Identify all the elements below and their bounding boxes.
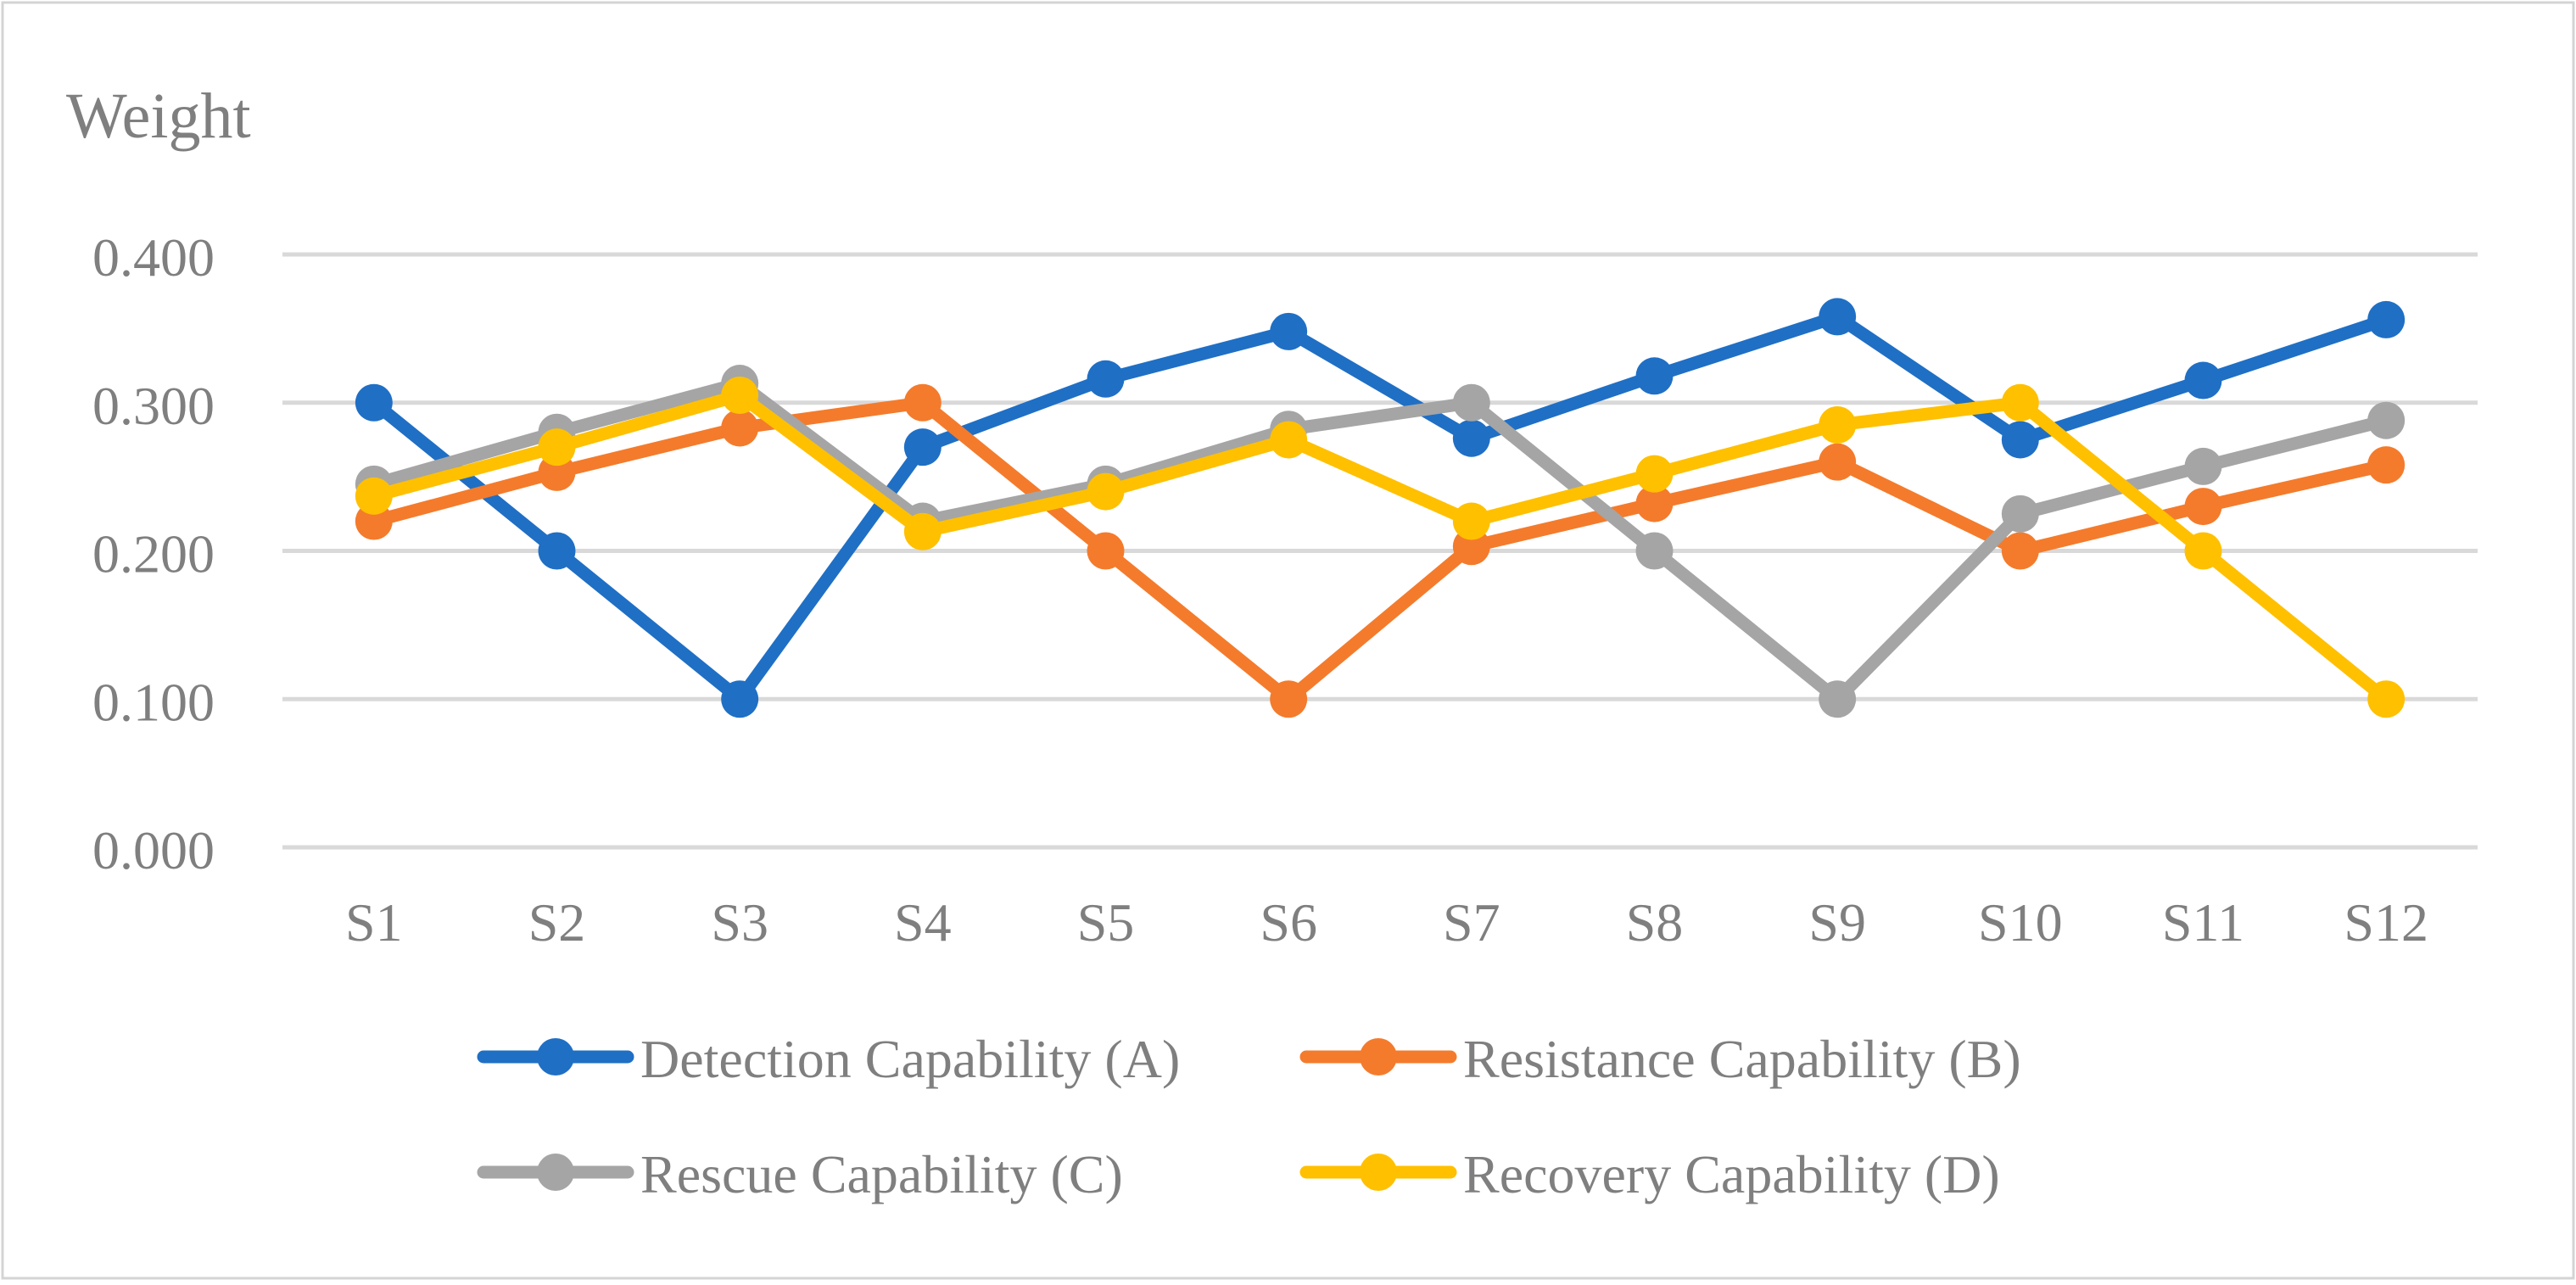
data-point (903, 383, 942, 422)
data-point (538, 428, 576, 467)
y-tick-label: 0.400 (92, 227, 215, 288)
data-point (2367, 446, 2406, 484)
x-tick-labels: S1 S2 S3 S4 S5 S6 S7 S8 S9 S10 S11 S12 (345, 892, 2428, 953)
series-4 (355, 377, 2406, 718)
data-point (1635, 532, 1674, 570)
legend-item: Resistance Capability (B) (1299, 1029, 2021, 1089)
data-point (1452, 419, 1490, 457)
legend: Detection Capability (A) Resistance Capab… (477, 1029, 2021, 1204)
legend-swatch-marker (537, 1038, 574, 1075)
x-tick-label: S4 (894, 892, 952, 953)
data-point (721, 409, 759, 447)
x-tick-label: S12 (2344, 892, 2428, 953)
y-axis-title: Weight (66, 81, 251, 152)
series-line (367, 377, 2393, 706)
data-point (1087, 360, 1125, 398)
legend-item: Detection Capability (A) (477, 1029, 1180, 1089)
legend-item: Rescue Capability (C) (477, 1144, 1123, 1204)
legend-label: Rescue Capability (C) (640, 1144, 1123, 1204)
legend-swatch-marker (1360, 1154, 1397, 1191)
legend-label: Resistance Capability (B) (1463, 1029, 2021, 1089)
data-point (1452, 502, 1490, 540)
x-tick-label: S3 (711, 892, 768, 953)
series-line (367, 396, 2393, 706)
x-tick-label: S6 (1260, 892, 1317, 953)
data-point (2001, 421, 2039, 459)
data-point (1819, 298, 1857, 336)
data-point (1087, 532, 1125, 570)
data-point (1635, 357, 1674, 395)
data-point (1270, 421, 1308, 459)
x-tick-label: S7 (1443, 892, 1500, 953)
data-point (1452, 383, 1490, 422)
data-point (1819, 680, 1857, 718)
x-tick-label: S8 (1626, 892, 1684, 953)
legend-label: Detection Capability (A) (640, 1029, 1180, 1089)
data-point (2184, 361, 2222, 399)
data-point (2184, 488, 2222, 526)
x-tick-label: S9 (1808, 892, 1866, 953)
legend-swatch-marker (1360, 1038, 1397, 1075)
data-point (355, 477, 393, 515)
data-point (2001, 383, 2039, 422)
y-tick-labels: 0.000 0.100 0.200 0.300 0.400 (92, 227, 215, 880)
y-tick-label: 0.000 (92, 820, 215, 880)
series-2 (355, 383, 2406, 718)
y-tick-label: 0.100 (92, 672, 215, 732)
data-point (2001, 494, 2039, 533)
data-point (538, 532, 576, 570)
legend-swatch-marker (537, 1154, 574, 1191)
data-point (1635, 484, 1674, 522)
series-line (367, 388, 2393, 706)
x-tick-label: S1 (345, 892, 403, 953)
y-tick-label: 0.300 (92, 376, 215, 436)
data-point (1270, 680, 1308, 718)
data-point (1087, 472, 1125, 511)
data-point (1270, 312, 1308, 350)
x-tick-label: S10 (1978, 892, 2063, 953)
data-point (721, 680, 759, 718)
data-point (2367, 300, 2406, 338)
data-point (721, 377, 759, 415)
data-point (2184, 532, 2222, 570)
data-point (1819, 405, 1857, 444)
data-point (2367, 401, 2406, 439)
data-point (1635, 455, 1674, 493)
data-point (903, 428, 942, 467)
data-point (355, 383, 393, 422)
x-tick-label: S2 (528, 892, 586, 953)
data-point (903, 512, 942, 550)
data-point (1819, 443, 1857, 481)
x-tick-label: S5 (1077, 892, 1135, 953)
legend-item: Recovery Capability (D) (1299, 1144, 2000, 1204)
legend-label: Recovery Capability (D) (1463, 1144, 2000, 1204)
series-lines (355, 298, 2406, 718)
data-point (2001, 532, 2039, 570)
data-point (2367, 680, 2406, 718)
x-tick-label: S11 (2162, 892, 2244, 953)
data-point (2184, 447, 2222, 485)
y-tick-label: 0.200 (92, 524, 215, 584)
